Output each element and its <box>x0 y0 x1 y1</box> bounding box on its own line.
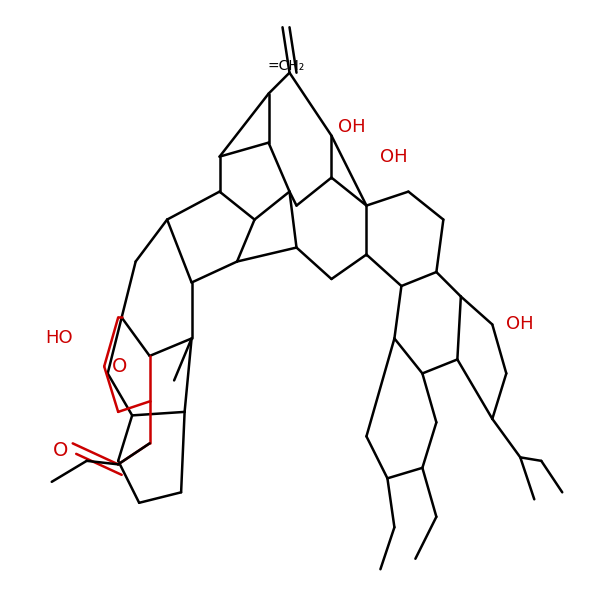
Text: OH: OH <box>380 148 408 166</box>
Text: O: O <box>112 357 127 376</box>
Text: O: O <box>53 441 68 460</box>
Text: OH: OH <box>506 316 534 334</box>
Text: OH: OH <box>338 118 366 136</box>
Text: =CH₂: =CH₂ <box>268 59 305 73</box>
Text: HO: HO <box>45 329 73 347</box>
